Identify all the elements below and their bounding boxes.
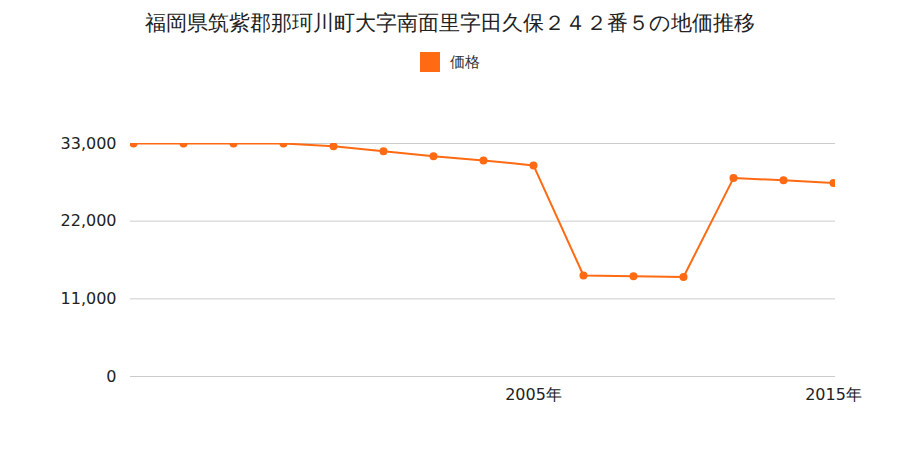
- svg-text:0: 0: [106, 367, 116, 386]
- html-text:価格: 価格: [450, 52, 480, 71]
- svg-text:2015年: 2015年: [805, 385, 862, 404]
- html-text:福岡県筑紫郡那珂川町大字南面里字田久保２４２番５の地価推移: 福岡県筑紫郡那珂川町大字南面里字田久保２４２番５の地価推移: [145, 11, 755, 35]
- svg-text:11,000: 11,000: [61, 289, 117, 308]
- svg-text:22,000: 22,000: [61, 211, 117, 230]
- svg-text:2005年: 2005年: [505, 385, 562, 404]
- svg-text:33,000: 33,000: [61, 134, 117, 153]
